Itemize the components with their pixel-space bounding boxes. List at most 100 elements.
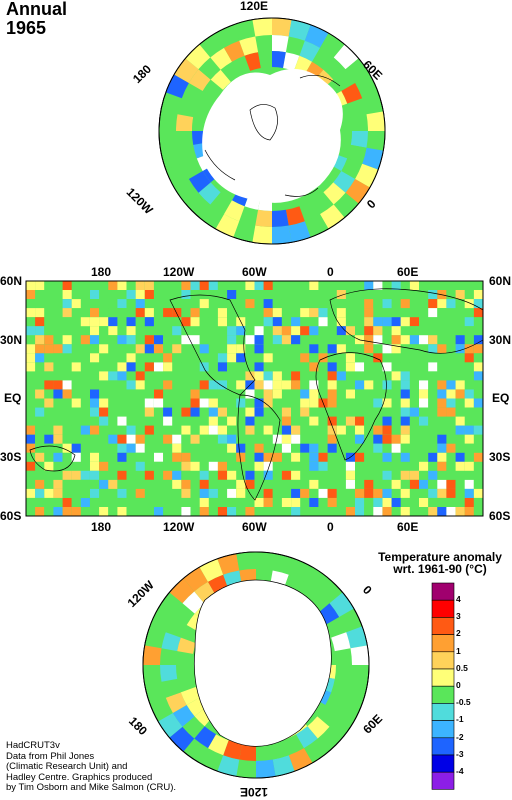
anomaly-cell bbox=[44, 380, 54, 390]
anomaly-cell bbox=[181, 317, 191, 327]
anomaly-cell bbox=[172, 326, 182, 336]
polar-anomaly-cell bbox=[188, 69, 211, 91]
anomaly-cell bbox=[217, 353, 227, 363]
anomaly-cell bbox=[345, 416, 355, 426]
anomaly-cell bbox=[71, 507, 81, 516]
anomaly-cell bbox=[455, 488, 465, 498]
anomaly-cell bbox=[327, 443, 337, 453]
anomaly-cell bbox=[455, 380, 465, 390]
anomaly-cell bbox=[236, 371, 246, 381]
anomaly-cell bbox=[437, 443, 447, 453]
anomaly-cell bbox=[117, 362, 127, 372]
anomaly-cell bbox=[144, 380, 154, 390]
anomaly-cell bbox=[254, 452, 264, 462]
anomaly-cell bbox=[144, 443, 154, 453]
anomaly-cell bbox=[99, 299, 109, 309]
polar-anomaly-cell bbox=[174, 58, 199, 83]
anomaly-cell bbox=[44, 344, 54, 354]
anomaly-cell bbox=[44, 425, 54, 435]
anomaly-cell bbox=[208, 398, 218, 408]
anomaly-cell bbox=[53, 452, 63, 462]
credit-line-3: (Climatic Research Unit) and bbox=[6, 761, 128, 772]
legend-swatch bbox=[431, 634, 455, 653]
anomaly-cell bbox=[409, 353, 419, 363]
credit-line-1: HadCRUT3v bbox=[6, 740, 60, 751]
anomaly-cell bbox=[71, 416, 81, 426]
legend-label: -0.5 bbox=[456, 697, 471, 708]
anomaly-cell bbox=[263, 461, 273, 471]
anomaly-cell bbox=[345, 335, 355, 345]
anomaly-cell bbox=[345, 443, 355, 453]
anomaly-cell bbox=[44, 371, 54, 381]
anomaly-cell bbox=[464, 479, 474, 489]
anomaly-cell bbox=[99, 308, 109, 318]
anomaly-cell bbox=[391, 434, 401, 444]
anomaly-cell bbox=[62, 308, 72, 318]
anomaly-cell bbox=[281, 488, 291, 498]
anomaly-cell bbox=[382, 362, 392, 372]
anomaly-cell bbox=[336, 425, 346, 435]
anomaly-cell bbox=[163, 308, 173, 318]
polar-anomaly-cell bbox=[252, 225, 272, 245]
legend-label: 1 bbox=[456, 645, 461, 656]
anomaly-cell bbox=[309, 326, 319, 336]
anomaly-cell bbox=[154, 308, 164, 318]
world-map-frame bbox=[25, 280, 484, 517]
anomaly-cell bbox=[272, 389, 282, 399]
anomaly-cell bbox=[62, 488, 72, 498]
anomaly-cell bbox=[272, 434, 282, 444]
anomaly-cell bbox=[236, 498, 246, 507]
anomaly-cell bbox=[208, 470, 218, 480]
anomaly-cell bbox=[90, 425, 100, 435]
anomaly-cell bbox=[199, 507, 209, 516]
anomaly-cell bbox=[336, 344, 346, 354]
anomaly-cell bbox=[300, 398, 310, 408]
legend-label: 0.5 bbox=[456, 662, 468, 673]
polar-anomaly-cell bbox=[158, 713, 183, 738]
anomaly-cell bbox=[291, 326, 301, 336]
polar-anomaly-cell bbox=[333, 44, 359, 70]
anomaly-cell bbox=[117, 488, 127, 498]
anomaly-cell bbox=[391, 335, 401, 345]
anomaly-cell bbox=[245, 290, 255, 299]
polar-anomaly-cell bbox=[210, 47, 232, 70]
anomaly-cell bbox=[291, 461, 301, 471]
anomaly-cell bbox=[227, 479, 237, 489]
anomaly-cell bbox=[309, 488, 319, 498]
anomaly-cell bbox=[272, 344, 282, 354]
anomaly-cell bbox=[117, 308, 127, 318]
anomaly-cell bbox=[318, 317, 328, 327]
anomaly-cell bbox=[35, 407, 45, 417]
anomaly-cell bbox=[227, 443, 237, 453]
anomaly-cell bbox=[227, 335, 237, 345]
anomaly-cell bbox=[364, 281, 374, 290]
anomaly-cell bbox=[172, 507, 182, 516]
anomaly-cell bbox=[117, 371, 127, 381]
anomaly-cell bbox=[382, 470, 392, 480]
anomaly-cell bbox=[163, 416, 173, 426]
anomaly-cell bbox=[437, 281, 447, 290]
anomaly-cell bbox=[263, 425, 273, 435]
anomaly-cell bbox=[35, 389, 45, 399]
anomaly-cell bbox=[473, 308, 483, 318]
anomaly-cell bbox=[291, 498, 301, 507]
anomaly-cell bbox=[80, 308, 90, 318]
anomaly-cell bbox=[117, 281, 127, 290]
anomaly-cell bbox=[35, 488, 45, 498]
anomaly-cell bbox=[135, 434, 145, 444]
anomaly-cell bbox=[263, 380, 273, 390]
anomaly-cell bbox=[26, 443, 36, 453]
anomaly-cell bbox=[163, 380, 173, 390]
anomaly-cell bbox=[473, 380, 483, 390]
anomaly-cell bbox=[382, 299, 392, 309]
anomaly-cell bbox=[181, 407, 191, 417]
anomaly-cell bbox=[464, 488, 474, 498]
anomaly-cell bbox=[62, 335, 72, 345]
anomaly-cell bbox=[26, 326, 36, 336]
anomaly-cell bbox=[318, 362, 328, 372]
polar-anomaly-cell bbox=[272, 209, 289, 227]
anomaly-cell bbox=[35, 308, 45, 318]
lon-top-120w: 120W bbox=[163, 265, 195, 279]
lat-right-30n: 30N bbox=[489, 333, 512, 347]
anomaly-cell bbox=[464, 398, 474, 408]
